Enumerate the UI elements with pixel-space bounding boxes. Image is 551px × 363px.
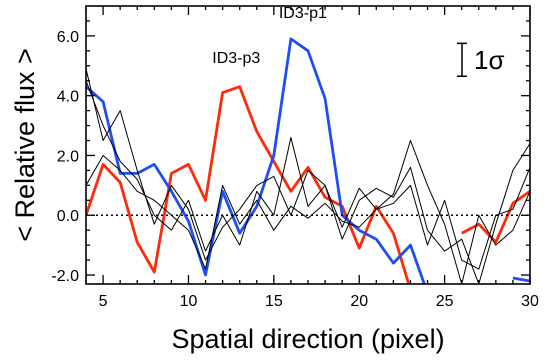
y-axis: -2.0 0.0 2.0 4.0 6.0 <box>51 20 530 285</box>
series-line-5 <box>86 68 530 284</box>
series-line-6 <box>86 155 530 270</box>
series-annotation: ID3-p3 <box>212 50 260 67</box>
series-line-1 <box>86 85 411 284</box>
x-tick-label: 20 <box>350 293 368 310</box>
series-line-7 <box>86 80 530 284</box>
error-bar-label: 1σ <box>474 45 505 75</box>
series-line-3 <box>86 37 426 284</box>
x-tick-label: 10 <box>180 293 198 310</box>
y-tick-label: 2.0 <box>57 148 79 165</box>
y-tick-label: 6.0 <box>57 29 79 46</box>
error-bar-key: 1σ <box>457 42 505 77</box>
x-tick-label: 15 <box>265 293 283 310</box>
annotations: ID3-p1 ID3-p3 <box>212 5 327 67</box>
series-line-4 <box>512 276 530 283</box>
y-tick-label: 0.0 <box>57 208 79 225</box>
series-line-2 <box>461 190 530 244</box>
x-tick-label: 30 <box>521 293 539 310</box>
x-tick-label: 25 <box>436 293 454 310</box>
y-tick-label: 4.0 <box>57 89 79 106</box>
x-axis-title: Spatial direction (pixel) <box>171 324 444 354</box>
y-axis-title: < Relative flux > <box>10 48 40 242</box>
y-tick-label: -2.0 <box>51 268 79 285</box>
series-layer <box>86 37 530 284</box>
x-axis: 5 10 15 20 25 30 <box>85 6 539 310</box>
x-tick-label: 5 <box>99 293 108 310</box>
series-annotation: ID3-p1 <box>279 5 327 22</box>
